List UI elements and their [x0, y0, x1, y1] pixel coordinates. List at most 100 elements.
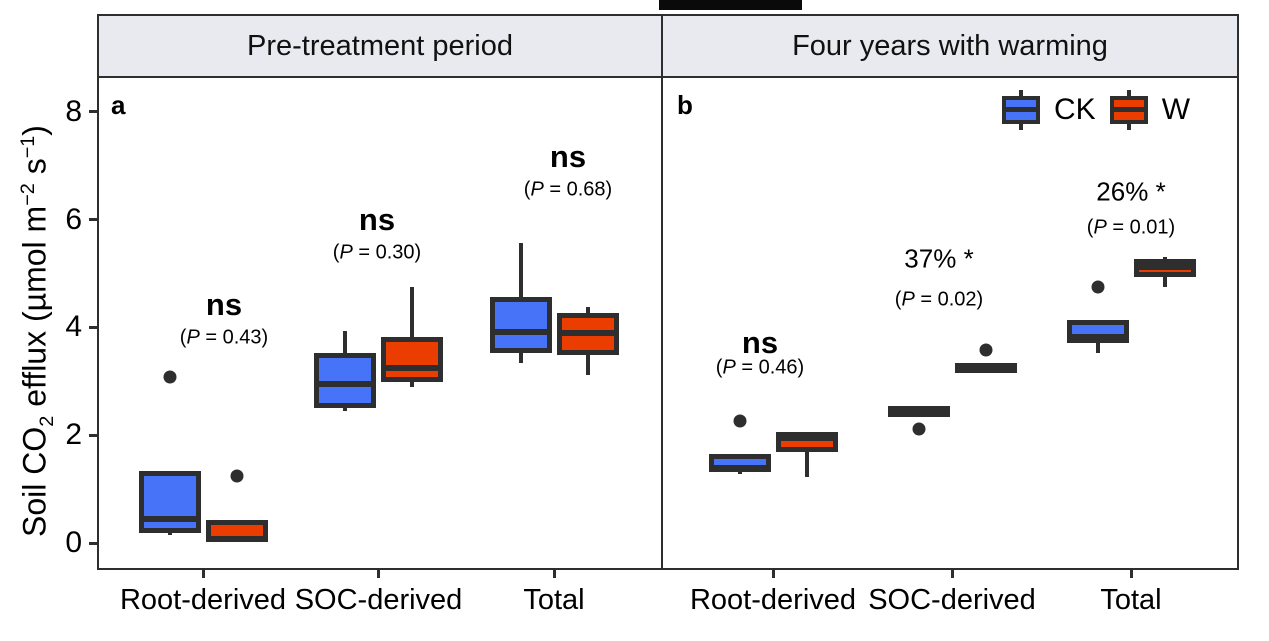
- annotation-pvalue-segment: P: [722, 356, 736, 379]
- legend-boxplot-glyph-w: [1109, 90, 1148, 130]
- boxplot-whisker-low: [804, 451, 809, 478]
- boxplot-whisker-high: [1162, 257, 1167, 259]
- boxplot-median: [887, 407, 950, 414]
- boxplot-whisker-high: [585, 306, 590, 313]
- annotation-pvalue-segment: = 0.43): [199, 326, 269, 349]
- legend: CK W: [1002, 90, 1190, 130]
- annotation-pvalue-segment: = 0.01): [1106, 216, 1176, 239]
- annotation-pvalue: (P = 0.46): [716, 357, 804, 380]
- x-tick: [950, 570, 954, 578]
- boxplot-whisker-high: [343, 331, 347, 353]
- outlier-dot: [733, 414, 746, 428]
- annotation-significance: 37% *: [904, 243, 974, 274]
- panel-letter-b: b: [677, 90, 693, 120]
- annotation-pvalue-segment: P: [530, 178, 544, 201]
- annotation-pvalue-segment: (: [894, 288, 902, 311]
- panel-b: [661, 76, 1239, 570]
- boxplot-whisker-high: [518, 242, 523, 298]
- boxplot-median: [775, 434, 838, 441]
- boxplot-median: [954, 364, 1017, 371]
- x-tick: [1129, 570, 1133, 578]
- outlier-dot: [163, 370, 176, 384]
- boxplot-median: [381, 364, 443, 371]
- annotation-pvalue: (P = 0.02): [895, 289, 983, 312]
- boxplot-median: [556, 329, 619, 336]
- legend-item-ck: CK: [1002, 90, 1096, 130]
- y-tick-label: 2: [65, 418, 82, 452]
- x-tick-label: Root-derived: [689, 584, 857, 616]
- x-tick-label: SOC-derived: [294, 584, 463, 616]
- boxplot-median: [314, 380, 376, 387]
- boxplot-median: [1133, 264, 1196, 271]
- x-tick: [377, 570, 380, 578]
- top-artifact-bar: [659, 0, 802, 10]
- boxplot-whisker-low: [1095, 343, 1100, 354]
- legend-glyph-median: [1109, 107, 1148, 112]
- y-tick: [89, 433, 97, 437]
- boxplot-whisker-low: [585, 354, 590, 375]
- boxplot-whisker-low: [737, 471, 742, 474]
- annotation-pvalue: (P = 0.30): [333, 242, 421, 265]
- x-tick: [201, 570, 205, 578]
- annotation-pvalue-segment: (: [1086, 216, 1094, 239]
- x-tick-label: Root-derived: [119, 584, 287, 616]
- boxplot-whisker-low: [167, 532, 172, 535]
- annotation-significance: ns: [549, 139, 587, 174]
- annotation-significance: ns: [205, 287, 243, 322]
- legend-label-w: W: [1161, 93, 1191, 126]
- boxplot-whisker-high: [410, 286, 414, 338]
- annotation-pvalue-segment: P: [339, 241, 353, 264]
- panel-letter-a: a: [111, 90, 126, 120]
- x-tick: [552, 570, 556, 578]
- boxplot-median: [138, 515, 201, 522]
- annotation-pvalue: (P = 0.01): [1087, 217, 1175, 240]
- outlier-dot: [230, 469, 243, 483]
- annotation-pvalue-segment: P: [186, 326, 200, 349]
- y-tick-label: 0: [65, 526, 82, 559]
- annotation-pvalue-segment: P: [1093, 216, 1107, 239]
- facet-strip-pretreatment: Pre-treatment period: [97, 14, 663, 78]
- x-tick: [771, 570, 775, 578]
- boxplot-box: [489, 297, 552, 353]
- boxplot-box: [314, 352, 376, 409]
- facet-title-warming: Four years with warming: [792, 29, 1108, 62]
- boxplot-median: [1066, 334, 1129, 341]
- annotation-pvalue-segment: (: [179, 326, 187, 349]
- y-tick: [89, 218, 97, 222]
- annotation-pvalue-segment: P: [901, 288, 915, 311]
- annotation-pvalue-segment: = 0.30): [352, 241, 422, 264]
- facet-strip-warming: Four years with warming: [661, 14, 1239, 78]
- annotation-significance: ns: [358, 202, 396, 237]
- legend-boxplot-glyph-ck: [1002, 90, 1040, 130]
- annotation-significance: ns: [741, 325, 779, 360]
- boxplot-whisker-low: [518, 352, 523, 363]
- y-tick-label: 8: [65, 94, 82, 128]
- y-tick: [89, 110, 97, 114]
- annotation-significance: 26% *: [1096, 176, 1166, 207]
- boxplot-whisker-low: [410, 381, 414, 388]
- outlier-dot: [979, 343, 992, 357]
- outlier-dot: [1091, 280, 1104, 294]
- legend-label-ck: CK: [1054, 93, 1096, 126]
- y-tick-label: 6: [65, 202, 82, 236]
- annotation-pvalue-segment: (: [715, 356, 723, 379]
- boxplot-whisker-low: [343, 408, 347, 411]
- legend-glyph-median: [1002, 107, 1040, 112]
- annotation-pvalue-segment: = 0.02): [914, 288, 984, 311]
- boxplot-median: [708, 464, 771, 471]
- annotation-pvalue-segment: = 0.68): [543, 178, 613, 201]
- x-tick-label: SOC-derived: [868, 584, 1036, 616]
- boxplot-whisker-low: [1162, 276, 1167, 287]
- y-tick: [89, 325, 97, 329]
- facet-title-pretreatment: Pre-treatment period: [247, 29, 513, 62]
- outlier-dot: [912, 422, 925, 436]
- annotation-pvalue-segment: (: [523, 178, 531, 201]
- y-axis-title-segment: −1: [17, 135, 39, 159]
- annotation-pvalue-segment: = 0.46): [735, 356, 805, 379]
- x-tick-label: Total: [1100, 584, 1162, 616]
- x-tick-label: Total: [523, 584, 585, 616]
- boxplot-median: [489, 329, 552, 336]
- annotation-pvalue-segment: (: [332, 241, 340, 264]
- boxplot-box: [381, 337, 443, 382]
